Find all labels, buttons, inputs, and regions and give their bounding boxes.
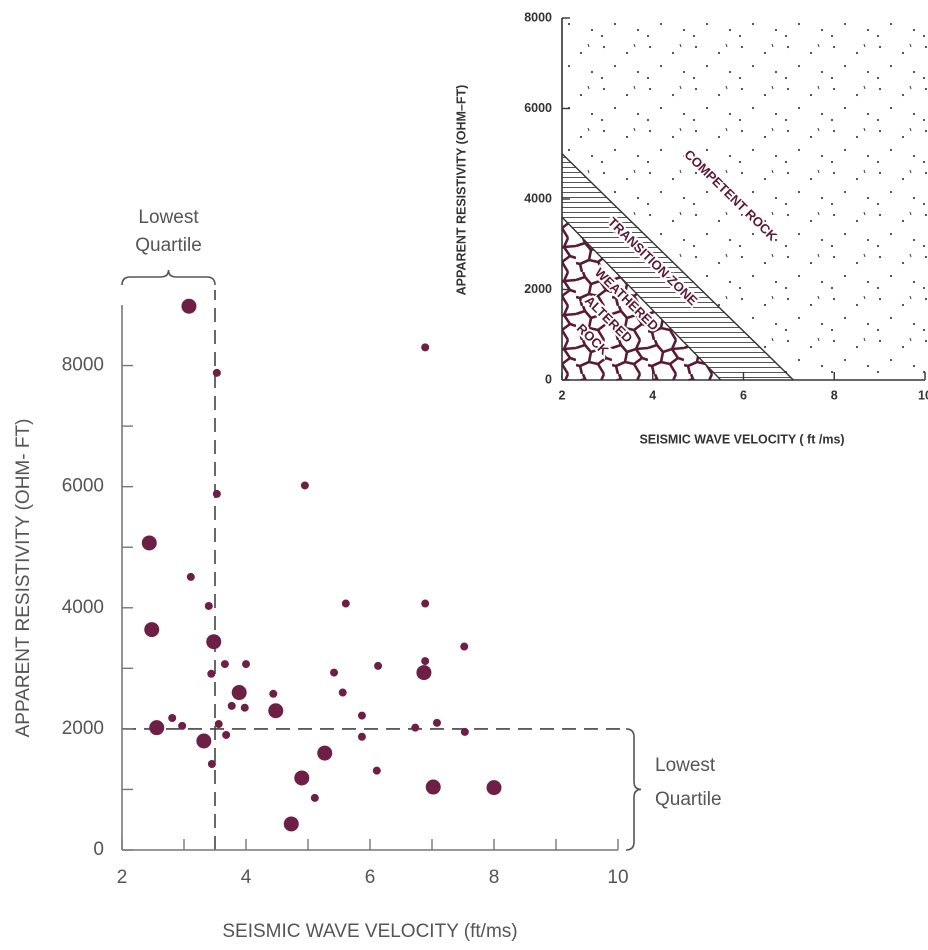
- data-point: [461, 728, 469, 736]
- data-point: [142, 535, 157, 550]
- x-tick-label: 6: [740, 388, 747, 402]
- data-point: [284, 816, 299, 831]
- x-tick-label: 10: [918, 388, 928, 402]
- annotation: Lowest: [138, 207, 199, 228]
- annotation: Quartile: [135, 235, 202, 256]
- x-tick-label: 4: [649, 388, 656, 402]
- y-tick-label: 4000: [62, 597, 104, 618]
- data-point: [358, 712, 366, 720]
- data-point: [149, 720, 164, 735]
- x-tick-label: 2: [117, 867, 128, 888]
- annotation: Lowest: [655, 755, 716, 776]
- data-point: [242, 660, 250, 668]
- y-axis-title: APPARENT RESISTIVITY (OHM- FT): [13, 419, 34, 738]
- x-axis-title: SEISMIC WAVE VELOCITY (ft/ms): [222, 921, 517, 942]
- x-axis-title: SEISMIC WAVE VELOCITY ( ft /ms): [639, 432, 844, 446]
- x-tick-label: 10: [607, 867, 628, 888]
- data-point: [421, 657, 429, 665]
- y-axis-title: APPARENT RESISTIVITY (OHM–FT): [454, 85, 468, 296]
- x-tick-label: 4: [241, 867, 252, 888]
- data-point: [358, 733, 366, 741]
- data-point: [269, 690, 277, 698]
- data-point: [213, 369, 221, 377]
- y-tick-label: 8000: [524, 10, 552, 24]
- y-tick-label: 6000: [62, 476, 104, 497]
- data-point: [222, 731, 230, 739]
- bracket: [122, 270, 215, 285]
- data-point: [196, 734, 211, 749]
- data-point: [311, 794, 319, 802]
- data-point: [168, 714, 176, 722]
- data-point: [221, 660, 229, 668]
- data-point: [187, 573, 195, 581]
- data-point: [208, 760, 216, 768]
- x-tick-label: 8: [831, 388, 838, 402]
- data-point: [460, 643, 468, 651]
- data-point: [181, 299, 196, 314]
- data-point: [317, 746, 332, 761]
- data-point: [421, 600, 429, 608]
- data-point: [373, 767, 381, 775]
- y-tick-label: 0: [545, 372, 552, 386]
- data-point: [178, 722, 186, 730]
- x-tick-label: 6: [365, 867, 376, 888]
- page: Lowest Quartile Lowest Quartile 0 2000 4000 600…: [0, 0, 928, 950]
- data-point: [411, 724, 419, 732]
- data-point: [144, 622, 159, 637]
- x-tick-label: 8: [489, 867, 500, 888]
- bracket: [626, 729, 641, 850]
- data-point: [330, 669, 338, 677]
- data-point: [294, 770, 309, 785]
- data-point: [213, 490, 221, 498]
- y-tick-label: 2000: [524, 282, 552, 296]
- data-point: [487, 780, 502, 795]
- data-point: [205, 602, 213, 610]
- annotation: Quartile: [655, 789, 722, 810]
- y-tick-label: 8000: [62, 355, 104, 376]
- data-point: [342, 600, 350, 608]
- y-tick-label: 2000: [62, 718, 104, 739]
- data-point: [206, 634, 221, 649]
- data-point: [268, 703, 283, 718]
- data-point: [416, 665, 431, 680]
- data-point: [228, 702, 236, 710]
- y-tick-label: 6000: [524, 101, 552, 115]
- y-tick-label: 0: [93, 839, 104, 860]
- y-tick-label: 4000: [524, 191, 552, 205]
- data-point: [426, 780, 441, 795]
- data-point: [241, 704, 249, 712]
- data-point: [207, 670, 215, 678]
- data-point: [421, 343, 429, 351]
- data-point: [232, 685, 247, 700]
- data-point: [215, 720, 223, 728]
- data-point: [301, 481, 309, 489]
- x-tick-label: 2: [559, 388, 566, 402]
- data-point: [374, 662, 382, 670]
- data-point: [433, 719, 441, 727]
- data-point: [339, 689, 347, 697]
